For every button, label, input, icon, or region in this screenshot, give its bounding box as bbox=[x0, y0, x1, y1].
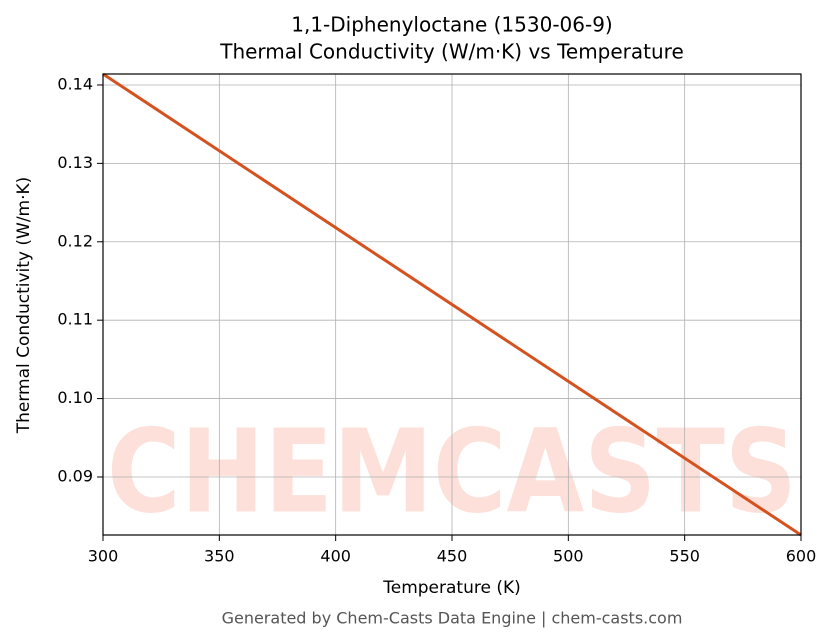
x-tick-label: 450 bbox=[437, 547, 468, 566]
x-tick-label: 550 bbox=[669, 547, 700, 566]
data-line bbox=[102, 72, 802, 537]
plot-frame bbox=[102, 73, 802, 536]
chart-subtitle: Thermal Conductivity (W/m·K) vs Temperat… bbox=[219, 40, 684, 64]
y-tick-label: 0.10 bbox=[57, 388, 93, 407]
x-axis-label: Temperature (K) bbox=[382, 578, 521, 598]
x-tick-label: 500 bbox=[553, 547, 584, 566]
y-tick-label: 0.14 bbox=[57, 74, 93, 93]
y-axis-label: Thermal Conductivity (W/m·K) bbox=[14, 177, 34, 435]
chart-title: 1,1-Diphenyloctane (1530-06-9) bbox=[291, 13, 613, 37]
x-tick-label: 400 bbox=[320, 547, 351, 566]
y-tick-label: 0.13 bbox=[57, 153, 93, 172]
y-tick-label: 0.09 bbox=[57, 466, 93, 485]
x-tick-label: 350 bbox=[204, 547, 235, 566]
x-tick-label: 300 bbox=[88, 547, 119, 566]
y-tick-label: 0.12 bbox=[57, 231, 93, 250]
y-tick-label: 0.11 bbox=[57, 310, 93, 329]
x-tick-label: 600 bbox=[786, 547, 817, 566]
footer: Generated by Chem-Casts Data Engine | ch… bbox=[222, 609, 683, 628]
